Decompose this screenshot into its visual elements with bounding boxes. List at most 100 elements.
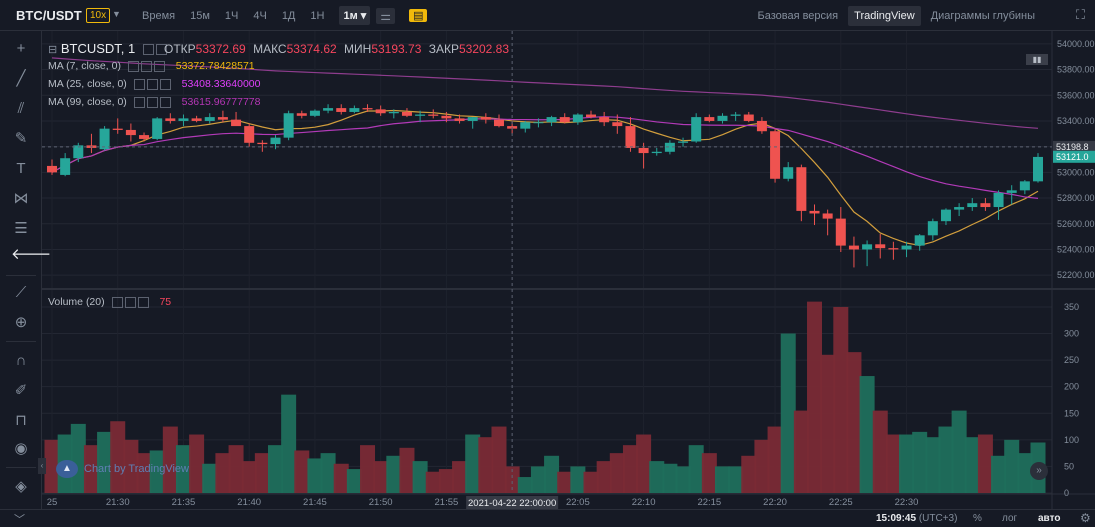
time-tick-label: 21:40: [237, 497, 261, 508]
volume-value: 75: [159, 296, 172, 308]
top-bar: BTC/USDT 10x ▼ Время 15м 1Ч 4Ч 1Д 1Н 1м …: [0, 0, 1095, 31]
volume-bar: [399, 447, 415, 493]
back-arrow-icon[interactable]: 🡐: [11, 246, 52, 263]
candle-body: [875, 244, 886, 249]
volume-bar: [215, 453, 231, 493]
tab-basic[interactable]: Базовая версия: [757, 9, 839, 22]
gear-icon[interactable]: ⚙: [1080, 511, 1091, 525]
chart-canvas[interactable]: 52200.00 52400.00 52600.00 52800.00 53000.00…: [42, 31, 1095, 509]
percent-toggle[interactable]: %: [973, 513, 982, 524]
volume-bar: [70, 423, 86, 493]
candle-body: [139, 135, 150, 139]
interval-time[interactable]: Время: [142, 9, 176, 22]
candle-body: [125, 129, 136, 136]
time-tick-label: 22:20: [763, 497, 787, 508]
time-tick-label: 21:35: [172, 497, 196, 508]
ruler-icon[interactable]: ⟋: [15, 284, 27, 301]
ma25-buttons[interactable]: [133, 78, 173, 90]
tab-depth[interactable]: Диаграммы глубины: [930, 9, 1035, 22]
volume-bar: [320, 453, 336, 493]
candle-body: [415, 114, 426, 116]
volume-bar: [123, 439, 139, 493]
volume-bar: [333, 463, 349, 493]
magnet-icon[interactable]: ∩: [15, 352, 27, 369]
price-tick-label: 52200.00: [1057, 270, 1095, 280]
auto-toggle[interactable]: авто: [1038, 513, 1061, 524]
candle-body: [848, 245, 859, 250]
indicator-settings-icon[interactable]: ⚌: [376, 7, 396, 24]
volume-bar: [530, 466, 546, 493]
candle-body: [862, 244, 873, 250]
fib-icon[interactable]: ☰: [14, 220, 28, 237]
candle-body: [47, 165, 57, 173]
close-label: ЗАКР: [428, 42, 459, 56]
candle-body: [770, 131, 781, 179]
symbol-title[interactable]: BTC/USDT: [16, 8, 82, 23]
candle-body: [586, 114, 597, 118]
tab-tradingview[interactable]: TradingView: [848, 5, 921, 26]
layers-icon[interactable]: ◈: [15, 478, 27, 495]
interval-4h[interactable]: 4Ч: [253, 9, 267, 22]
candle-body: [60, 158, 71, 175]
time-tick-label: 22:15: [697, 497, 721, 508]
time-tick-label: 21:55: [435, 497, 459, 508]
ma99-value: 53615.96777778: [181, 96, 261, 108]
candle-body: [612, 122, 623, 127]
legend-buttons[interactable]: [142, 41, 169, 56]
open-label: ОТКР: [164, 42, 196, 56]
volume-bar: [228, 445, 244, 493]
zoom-in-icon[interactable]: ⊕: [14, 314, 28, 331]
text-icon[interactable]: T: [16, 160, 26, 177]
volume-bar: [859, 376, 875, 493]
pencil-lock-icon[interactable]: ✐: [14, 382, 28, 399]
volume-bar: [925, 437, 941, 493]
candle-body: [809, 210, 820, 214]
collapse-toolbar-icon[interactable]: ‹: [38, 458, 46, 474]
volume-buttons[interactable]: [111, 296, 151, 308]
ma7-line: [51, 109, 1039, 247]
candle-body: [428, 114, 439, 116]
collapse-icon[interactable]: ⊟: [48, 44, 58, 56]
lock-icon[interactable]: ⊓: [15, 412, 27, 429]
brush-icon[interactable]: ✎: [14, 130, 28, 147]
volume-bar: [373, 461, 389, 493]
parallel-lines-icon[interactable]: ⫽: [17, 100, 25, 117]
high-value: 53374.62: [286, 42, 337, 56]
volume-bar: [807, 301, 823, 493]
low-label: МИН: [344, 42, 372, 56]
candle-body: [204, 117, 215, 121]
trend-line-icon[interactable]: ╱: [16, 70, 26, 87]
interval-1d[interactable]: 1Д: [281, 9, 296, 22]
ma7-buttons[interactable]: [127, 60, 167, 72]
price-tick-label: 52600.00: [1057, 219, 1095, 229]
candle-body: [270, 137, 281, 145]
chevron-down-icon[interactable]: ▼: [112, 9, 121, 19]
volume-bar: [714, 466, 730, 493]
toolbar-divider: [6, 341, 36, 342]
crosshair-icon[interactable]: +: [16, 40, 26, 57]
log-toggle[interactable]: лог: [1002, 513, 1018, 524]
ma25-value: 53408.33640000: [181, 78, 261, 90]
volume-bar: [254, 453, 270, 493]
pause-icon[interactable]: ▮▮: [1026, 54, 1048, 65]
eye-icon[interactable]: ◉: [14, 440, 28, 457]
interval-15m[interactable]: 15м: [190, 9, 210, 22]
pattern-icon[interactable]: ⋈: [13, 190, 29, 207]
notes-icon[interactable]: ▤: [409, 9, 428, 22]
fullscreen-icon[interactable]: ⛶: [1075, 7, 1085, 22]
volume-bar: [728, 466, 744, 493]
leverage-badge[interactable]: 10x: [86, 8, 111, 23]
interval-1w[interactable]: 1Н: [310, 9, 325, 22]
last-price-text: 53121.0: [1056, 152, 1089, 162]
candle-body: [717, 115, 728, 121]
ma99-buttons[interactable]: [133, 96, 173, 108]
scroll-right-icon[interactable]: »: [1030, 462, 1048, 480]
volume-bar: [544, 455, 560, 493]
volume-tick-label: 200: [1064, 382, 1079, 392]
volume-bar: [636, 434, 652, 493]
chevron-down-icon[interactable]: ﹀: [14, 514, 25, 526]
interval-1m-active[interactable]: 1м ▾: [339, 6, 371, 25]
volume-bar: [478, 437, 494, 493]
interval-1h[interactable]: 1Ч: [224, 9, 239, 22]
volume-bar: [596, 461, 612, 493]
